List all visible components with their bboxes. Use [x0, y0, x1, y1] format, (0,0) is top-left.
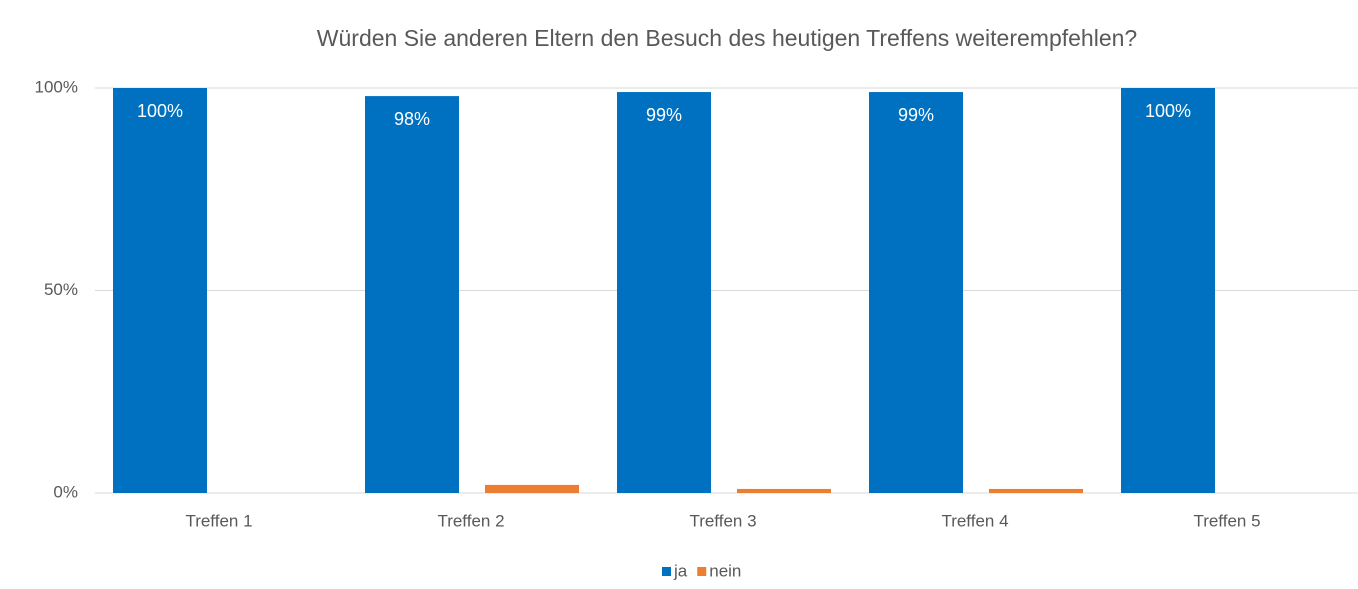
bar — [737, 488, 831, 493]
bar — [365, 96, 459, 493]
bar — [1121, 88, 1215, 493]
data-label: 100% — [137, 101, 183, 121]
x-tick-label: Treffen 1 — [185, 511, 252, 530]
y-tick-label: 0% — [53, 482, 78, 501]
legend-swatch — [697, 567, 707, 576]
legend-label: ja — [673, 561, 688, 580]
data-label: 98% — [394, 109, 430, 129]
x-tick-label: Treffen 4 — [941, 511, 1008, 530]
chart-title: Würden Sie anderen Eltern den Besuch des… — [317, 25, 1137, 51]
x-tick-label: Treffen 5 — [1193, 511, 1260, 530]
bar — [617, 92, 711, 494]
legend-label: nein — [709, 561, 741, 580]
x-tick-label: Treffen 3 — [689, 511, 756, 530]
data-label: 99% — [646, 105, 682, 125]
bar — [485, 484, 579, 493]
y-tick-label: 100% — [35, 77, 78, 96]
data-label: 99% — [898, 105, 934, 125]
bar — [113, 88, 207, 493]
bar — [869, 92, 963, 494]
data-label: 100% — [1145, 101, 1191, 121]
x-tick-label: Treffen 2 — [437, 511, 504, 530]
bar — [989, 488, 1083, 493]
y-tick-label: 50% — [44, 280, 78, 299]
legend-swatch — [662, 567, 671, 576]
